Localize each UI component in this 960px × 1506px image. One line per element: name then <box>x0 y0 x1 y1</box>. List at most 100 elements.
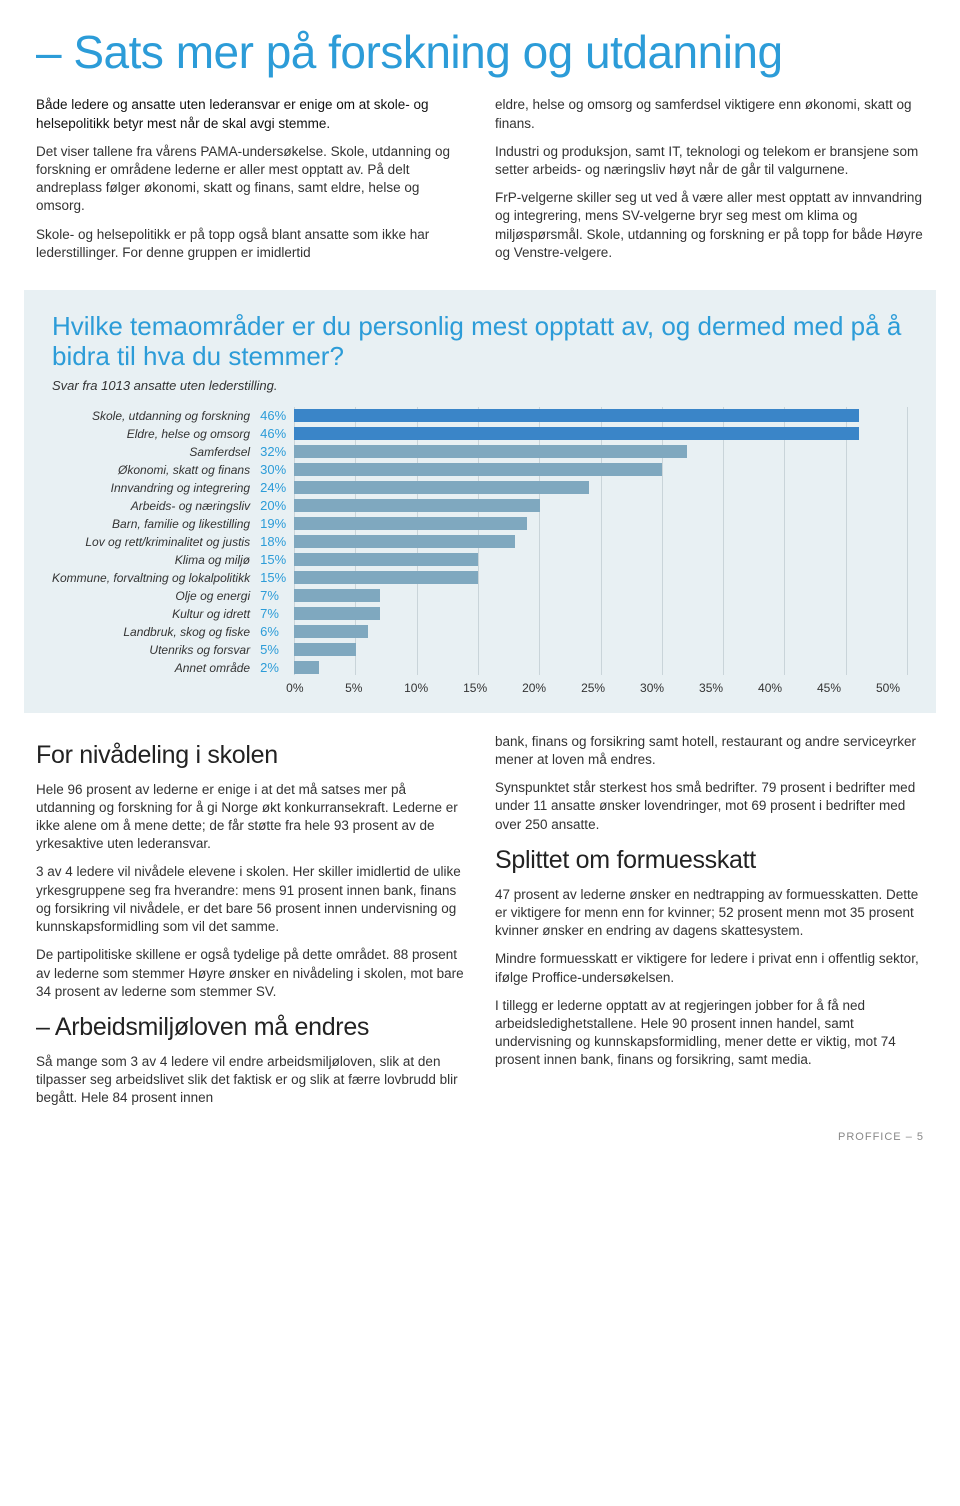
lower-right-p5: I tillegg er lederne opptatt av at regje… <box>495 997 924 1070</box>
chart-bar-row <box>294 587 908 605</box>
chart-x-axis: 0%5%10%15%20%25%30%35%40%45%50% <box>294 681 908 695</box>
page-footer: PROFFICE – 5 <box>36 1131 924 1143</box>
x-axis-tick: 45% <box>817 681 876 695</box>
page-title: – Sats mer på forskning og utdanning <box>36 28 924 76</box>
chart-row-label: Annet område <box>52 659 250 677</box>
chart-row-value: 7% <box>260 605 286 623</box>
chart-bar <box>294 661 319 674</box>
chart-row-label: Kommune, forvaltning og lokalpolitikk <box>52 569 250 587</box>
chart-row-value: 15% <box>260 551 286 569</box>
chart-bar-row <box>294 623 908 641</box>
x-axis-tick: 25% <box>581 681 640 695</box>
chart-row-value: 18% <box>260 533 286 551</box>
chart-bar <box>294 535 515 548</box>
chart-bar-row <box>294 479 908 497</box>
lower-left-p2: 3 av 4 ledere vil nivådele elevene i sko… <box>36 863 465 936</box>
lower-right-p1: bank, finans og forsikring samt hotell, … <box>495 733 924 769</box>
lower-right-col: bank, finans og forsikring samt hotell, … <box>495 733 924 1118</box>
heading-formuesskatt: Splittet om formuesskatt <box>495 844 924 878</box>
chart-bar <box>294 409 859 422</box>
intro-right-col: eldre, helse og omsorg og samferdsel vik… <box>495 96 924 272</box>
chart-row-value: 5% <box>260 641 286 659</box>
chart-bar <box>294 517 527 530</box>
lower-left-p3: De partipolitiske skillene er også tydel… <box>36 946 465 1001</box>
intro-lead: Både ledere og ansatte uten lederansvar … <box>36 96 465 132</box>
x-axis-tick: 35% <box>699 681 758 695</box>
chart-row-value: 20% <box>260 497 286 515</box>
x-axis-tick: 40% <box>758 681 817 695</box>
chart-bar <box>294 481 589 494</box>
chart-value-labels: 46%46%32%30%24%20%19%18%15%15%7%7%6%5%2% <box>258 407 294 695</box>
chart-row-label: Olje og energi <box>52 587 250 605</box>
chart-row-value: 6% <box>260 623 286 641</box>
chart-row-label: Eldre, helse og omsorg <box>52 425 250 443</box>
chart-row-value: 46% <box>260 407 286 425</box>
lower-right-p4: Mindre formuesskatt er viktigere for led… <box>495 950 924 986</box>
chart-row-label: Klima og miljø <box>52 551 250 569</box>
intro-right-p2: Industri og produksjon, samt IT, teknolo… <box>495 143 924 179</box>
chart-panel: Hvilke temaområder er du personlig mest … <box>24 290 936 713</box>
chart-bar-row <box>294 551 908 569</box>
chart-bar <box>294 643 355 656</box>
x-axis-tick: 5% <box>345 681 404 695</box>
chart-bar <box>294 607 380 620</box>
lower-left-col: For nivådeling i skolen Hele 96 prosent … <box>36 733 465 1118</box>
lower-columns: For nivådeling i skolen Hele 96 prosent … <box>36 733 924 1118</box>
chart-row-value: 24% <box>260 479 286 497</box>
chart-plot-area: 0%5%10%15%20%25%30%35%40%45%50% <box>294 407 908 695</box>
chart-row-label: Utenriks og forsvar <box>52 641 250 659</box>
chart-bar <box>294 445 687 458</box>
chart-row-label: Økonomi, skatt og finans <box>52 461 250 479</box>
chart-row-label: Barn, familie og likestilling <box>52 515 250 533</box>
chart-row-value: 19% <box>260 515 286 533</box>
chart-bar-row <box>294 407 908 425</box>
intro-right-p1: eldre, helse og omsorg og samferdsel vik… <box>495 96 924 132</box>
chart-row-value: 15% <box>260 569 286 587</box>
x-axis-tick: 0% <box>286 681 345 695</box>
chart-bar-row <box>294 659 908 677</box>
intro-columns: Både ledere og ansatte uten lederansvar … <box>36 96 924 272</box>
heading-nivadeling: For nivådeling i skolen <box>36 739 465 773</box>
chart-bar-row <box>294 497 908 515</box>
x-axis-tick: 15% <box>463 681 522 695</box>
intro-left-col: Både ledere og ansatte uten lederansvar … <box>36 96 465 272</box>
lower-right-p3: 47 prosent av lederne ønsker en nedtrapp… <box>495 886 924 941</box>
chart-row-label: Kultur og idrett <box>52 605 250 623</box>
page: – Sats mer på forskning og utdanning Båd… <box>0 0 960 1163</box>
chart-caption: Svar fra 1013 ansatte uten lederstilling… <box>52 378 908 393</box>
chart-bar-row <box>294 515 908 533</box>
chart-bar <box>294 553 478 566</box>
chart-row-label: Samferdsel <box>52 443 250 461</box>
chart-row-value: 7% <box>260 587 286 605</box>
chart-bar <box>294 589 380 602</box>
x-axis-tick: 20% <box>522 681 581 695</box>
chart-bar-row <box>294 641 908 659</box>
chart-bar-row <box>294 569 908 587</box>
chart-row-label: Skole, utdanning og forskning <box>52 407 250 425</box>
chart-row-value: 2% <box>260 659 286 677</box>
intro-right-p3: FrP-velgerne skiller seg ut ved å være a… <box>495 189 924 262</box>
chart-row-value: 30% <box>260 461 286 479</box>
chart-row-label: Lov og rett/kriminalitet og justis <box>52 533 250 551</box>
chart-row-value: 32% <box>260 443 286 461</box>
heading-arbeidsmiljoloven: – Arbeidsmiljøloven må endres <box>36 1011 465 1045</box>
chart-bar <box>294 427 859 440</box>
chart-title: Hvilke temaområder er du personlig mest … <box>52 312 908 372</box>
chart-bar <box>294 463 662 476</box>
chart-bars <box>294 407 908 677</box>
chart-bar <box>294 571 478 584</box>
x-axis-tick: 50% <box>876 681 900 695</box>
chart-row-label: Landbruk, skog og fiske <box>52 623 250 641</box>
chart-bar-row <box>294 605 908 623</box>
chart-bar-row <box>294 443 908 461</box>
chart-row-value: 46% <box>260 425 286 443</box>
x-axis-tick: 30% <box>640 681 699 695</box>
chart-bar-row <box>294 461 908 479</box>
chart-row-label: Innvandring og integrering <box>52 479 250 497</box>
lower-left-p4: Så mange som 3 av 4 ledere vil endre arb… <box>36 1053 465 1108</box>
chart-body: Skole, utdanning og forskningEldre, hels… <box>52 407 908 695</box>
lower-left-p1: Hele 96 prosent av lederne er enige i at… <box>36 781 465 854</box>
intro-left-p3: Skole- og helsepolitikk er på topp også … <box>36 226 465 262</box>
chart-bar-row <box>294 425 908 443</box>
chart-bar <box>294 499 540 512</box>
